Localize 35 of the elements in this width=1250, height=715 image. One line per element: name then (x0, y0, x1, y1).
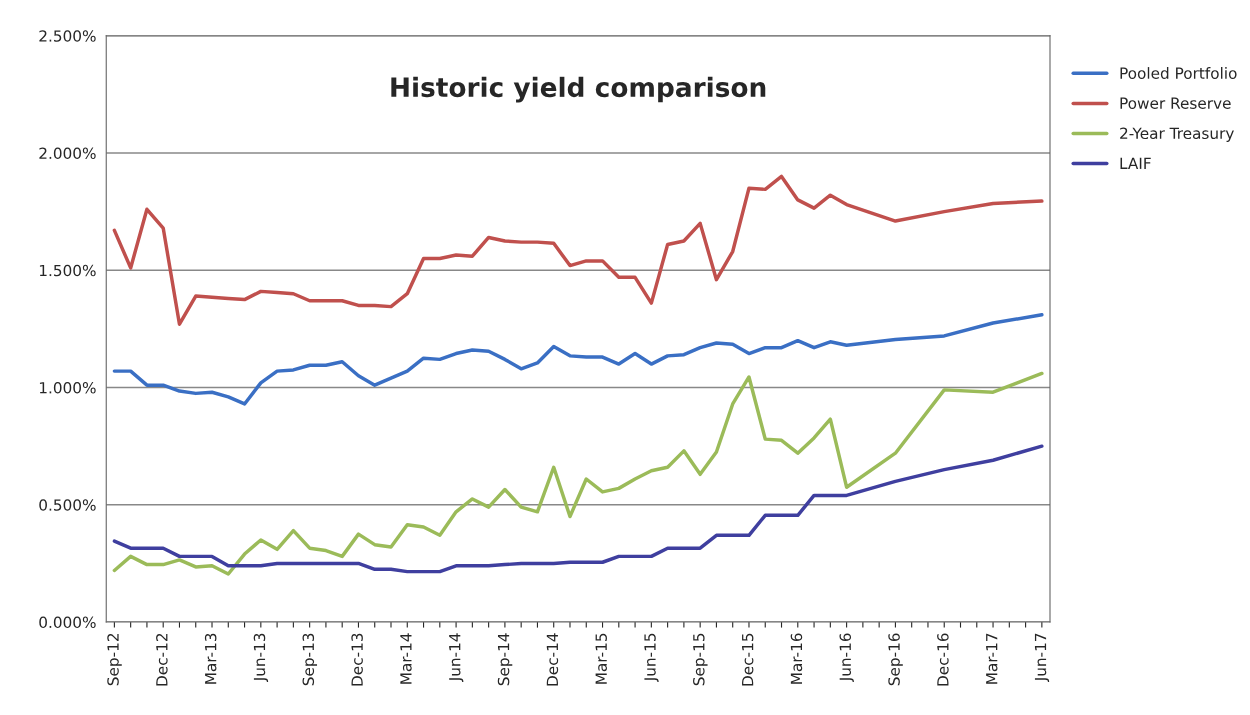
x-tick-label: Mar-17 (986, 633, 998, 684)
x-tick-label: Jun-15 (644, 633, 659, 683)
line-series (112, 174, 1044, 326)
y-tick-label: 2.000% (39, 147, 96, 160)
x-tick-label: Dec-16 (937, 633, 949, 686)
x-tick-label: Jun-16 (839, 633, 854, 683)
x-tick-label: Jun-14 (449, 633, 464, 683)
x-tick-label: Dec-13 (351, 633, 363, 686)
x-tick-label: Sep-12 (107, 634, 122, 686)
y-tick-label: 0.000% (39, 616, 96, 629)
x-tick-label: Mar-14 (400, 633, 412, 684)
y-tick-label: 1.000% (39, 382, 96, 394)
x-tick-label: Sep-16 (888, 633, 903, 686)
line-series (112, 371, 1044, 576)
line-series (112, 313, 1044, 406)
x-tick-label: Jun-17 (1034, 633, 1050, 683)
x-tick-label: Dec-12 (156, 634, 168, 686)
text: Historic yield comparison (391, 76, 766, 103)
y-tick-label: 2.500% (39, 30, 96, 42)
x-tick-label: Mar-15 (595, 633, 607, 684)
line-series (112, 444, 1044, 574)
legend-label: Power Reserve (1120, 97, 1231, 109)
legend-label: LAIF (1120, 157, 1151, 169)
y-tick-label: 1.500% (39, 264, 96, 277)
x-tick-label: Dec-15 (742, 633, 754, 686)
x-tick-label: Mar-13 (204, 633, 217, 684)
x-tick-label: Jun-13 (253, 633, 269, 683)
legend-label: Pooled Portfolio (1120, 67, 1237, 79)
y-tick-label: 0.500% (39, 499, 96, 511)
x-tick-label: Sep-13 (302, 633, 318, 686)
x-tick-label: Dec-14 (546, 633, 559, 686)
x-tick-label: Mar-16 (790, 633, 803, 684)
x-tick-label: Sep-14 (497, 633, 513, 686)
legend-label: 2-Year Treasury (1120, 127, 1234, 142)
x-tick-label: Sep-15 (693, 633, 708, 686)
